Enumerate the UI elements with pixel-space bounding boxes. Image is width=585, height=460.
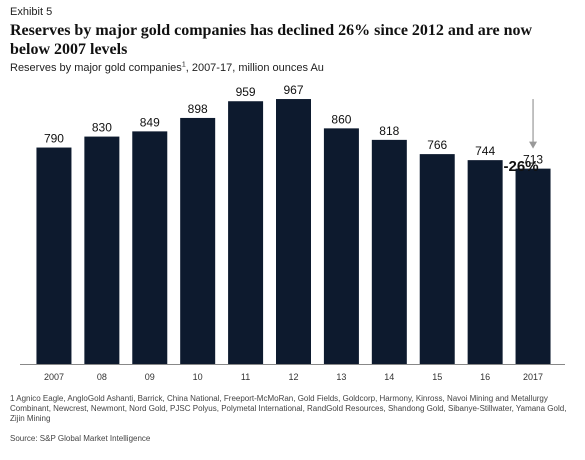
x-tick-label: 09	[145, 372, 155, 382]
subtitle-text: Reserves by major gold companies	[10, 62, 182, 74]
annotation-label: -26%	[504, 158, 539, 175]
bar	[419, 154, 455, 364]
bar	[371, 139, 407, 364]
chart-title: Reserves by major gold companies has dec…	[10, 22, 533, 58]
bar-chart: 790 2007 830 08 849 09 898 10 959 11 967 12 860 13 818…	[20, 83, 565, 382]
x-tick-label: 13	[336, 372, 346, 382]
x-tick-label: 12	[288, 372, 298, 382]
x-tick-label: 14	[384, 372, 394, 382]
bar	[323, 128, 359, 364]
bar	[36, 147, 72, 364]
chart-subtitle: Reserves by major gold companies1, 2007-…	[10, 61, 324, 74]
bar-value-label: 967	[283, 83, 303, 97]
source-note: Source: S&P Global Market Intelligence	[10, 434, 151, 443]
bar	[276, 99, 311, 365]
bar-value-label: 744	[475, 144, 495, 158]
subtitle-range: , 2007-17, million ounces Au	[185, 62, 324, 74]
bar-value-label: 713	[523, 153, 543, 167]
x-tick-label: 10	[193, 372, 203, 382]
x-tick-label: 2007	[44, 372, 64, 382]
bar	[132, 131, 168, 364]
bar-value-label: 790	[44, 132, 64, 146]
bar	[467, 160, 503, 364]
bar	[228, 101, 264, 364]
x-tick-label: 15	[432, 372, 442, 382]
x-tick-label: 2017	[523, 372, 543, 382]
footnote: 1 Agnico Eagle, AngloGold Ashanti, Barri…	[10, 394, 567, 423]
bar-value-label: 830	[92, 121, 112, 135]
x-tick-label: 08	[97, 372, 107, 382]
x-tick-label: 16	[480, 372, 490, 382]
x-tick-label: 11	[241, 372, 250, 382]
bar	[515, 168, 551, 364]
exhibit-label: Exhibit 5	[10, 6, 53, 18]
subtitle-footnote-marker: 1	[181, 61, 186, 69]
bar-value-label: 849	[140, 115, 160, 129]
bar	[84, 136, 120, 364]
bar-value-label: 766	[427, 138, 447, 152]
bar-value-label: 818	[379, 124, 399, 138]
bar-value-label: 898	[188, 102, 208, 116]
bar-value-label: 860	[331, 112, 351, 126]
bar-value-label: 959	[236, 85, 256, 99]
annotation-arrow-head	[529, 141, 538, 149]
bar	[180, 117, 216, 364]
